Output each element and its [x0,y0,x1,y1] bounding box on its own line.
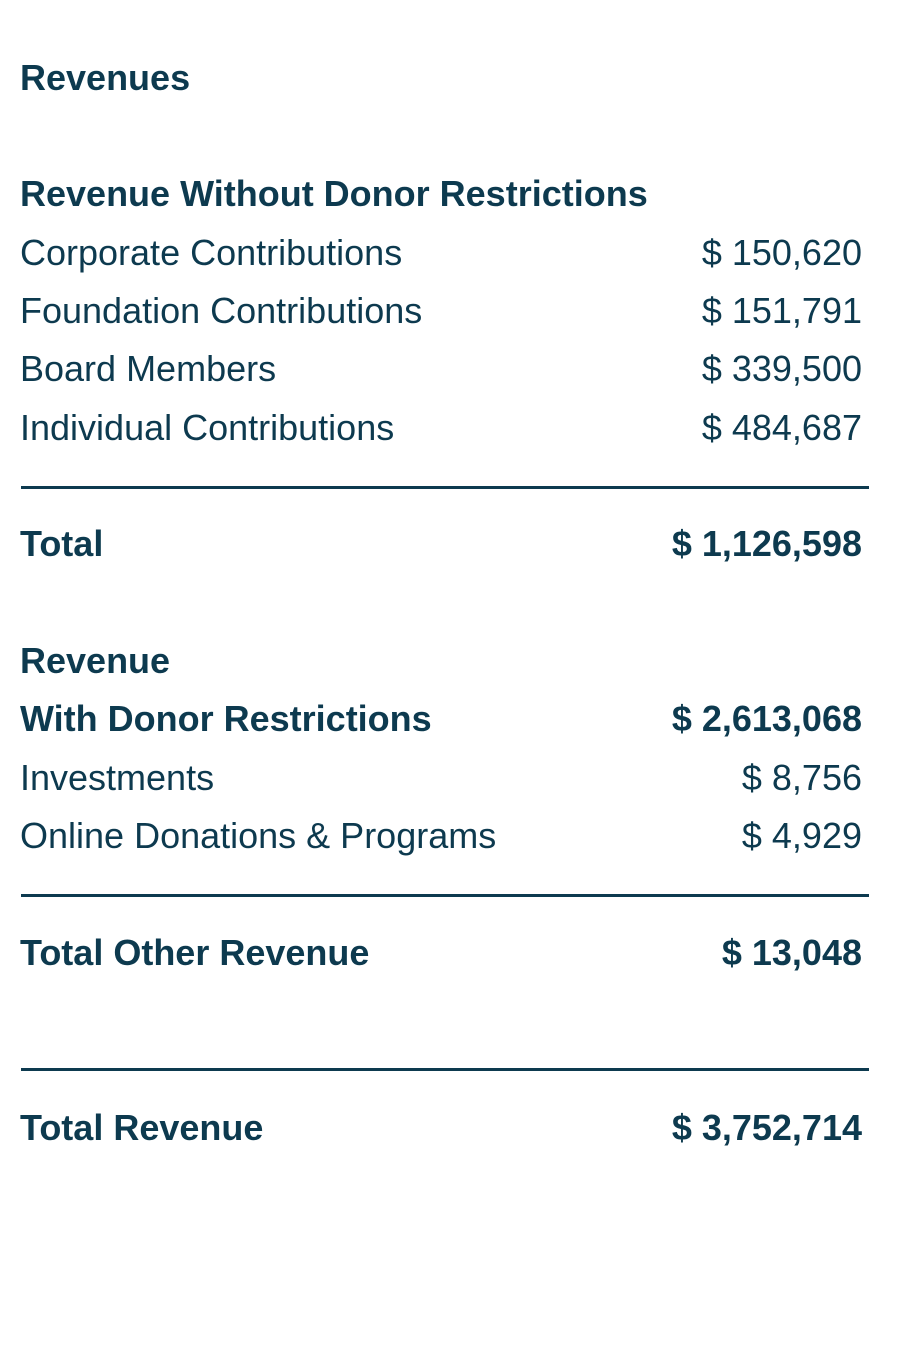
section-title-without-restrictions: Revenue Without Donor Restrictions [20,174,862,214]
total-amount: $ 13,048 [721,932,862,973]
section-title-with-restrictions-line1: Revenue [20,641,862,681]
line-item-amount: $ 484,687 [701,407,862,448]
line-item-label: Investments [20,757,215,798]
section-title-text: Revenue [20,640,171,681]
line-item-label: Foundation Contributions [20,290,423,331]
line-item-label: Corporate Contributions [20,232,403,273]
line-item-label: Online Donations & Programs [20,815,497,856]
total-row-without-restrictions: Total $ 1,126,598 [20,524,862,564]
grand-total-amount: $ 3,752,714 [671,1107,862,1148]
section-title-text: With Donor Restrictions [20,698,432,739]
line-item-online-donations-programs: Online Donations & Programs $ 4,929 [20,816,862,856]
total-label: Total [20,523,104,564]
line-item-label: Individual Contributions [20,407,395,448]
line-item-amount: $ 8,756 [741,757,862,798]
section-title-with-restrictions-line2: With Donor Restrictions $ 2,613,068 [20,699,862,739]
total-label: Total Other Revenue [20,932,370,973]
line-item-individual-contributions: Individual Contributions $ 484,687 [20,408,862,448]
line-item-label: Board Members [20,348,277,389]
revenues-heading: Revenues [20,58,862,98]
section-title-text: Revenue Without Donor Restrictions [20,173,648,214]
line-item-amount: $ 151,791 [701,290,862,331]
total-amount: $ 1,126,598 [671,523,862,564]
line-item-amount: $ 150,620 [701,232,862,273]
grand-total-row: Total Revenue $ 3,752,714 [20,1108,862,1148]
revenues-heading-text: Revenues [20,57,191,98]
with-restrictions-amount: $ 2,613,068 [671,698,862,739]
line-item-amount: $ 339,500 [701,348,862,389]
line-item-investments: Investments $ 8,756 [20,758,862,798]
line-item-corporate-contributions: Corporate Contributions $ 150,620 [20,233,862,273]
line-item-board-members: Board Members $ 339,500 [20,349,862,389]
divider-rule [21,894,869,897]
line-item-foundation-contributions: Foundation Contributions $ 151,791 [20,291,862,331]
revenue-statement: Revenues Revenue Without Donor Restricti… [20,0,870,1350]
line-item-amount: $ 4,929 [741,815,862,856]
grand-total-label: Total Revenue [20,1107,264,1148]
divider-rule [21,1068,869,1071]
total-row-other-revenue: Total Other Revenue $ 13,048 [20,933,862,973]
divider-rule [21,486,869,489]
